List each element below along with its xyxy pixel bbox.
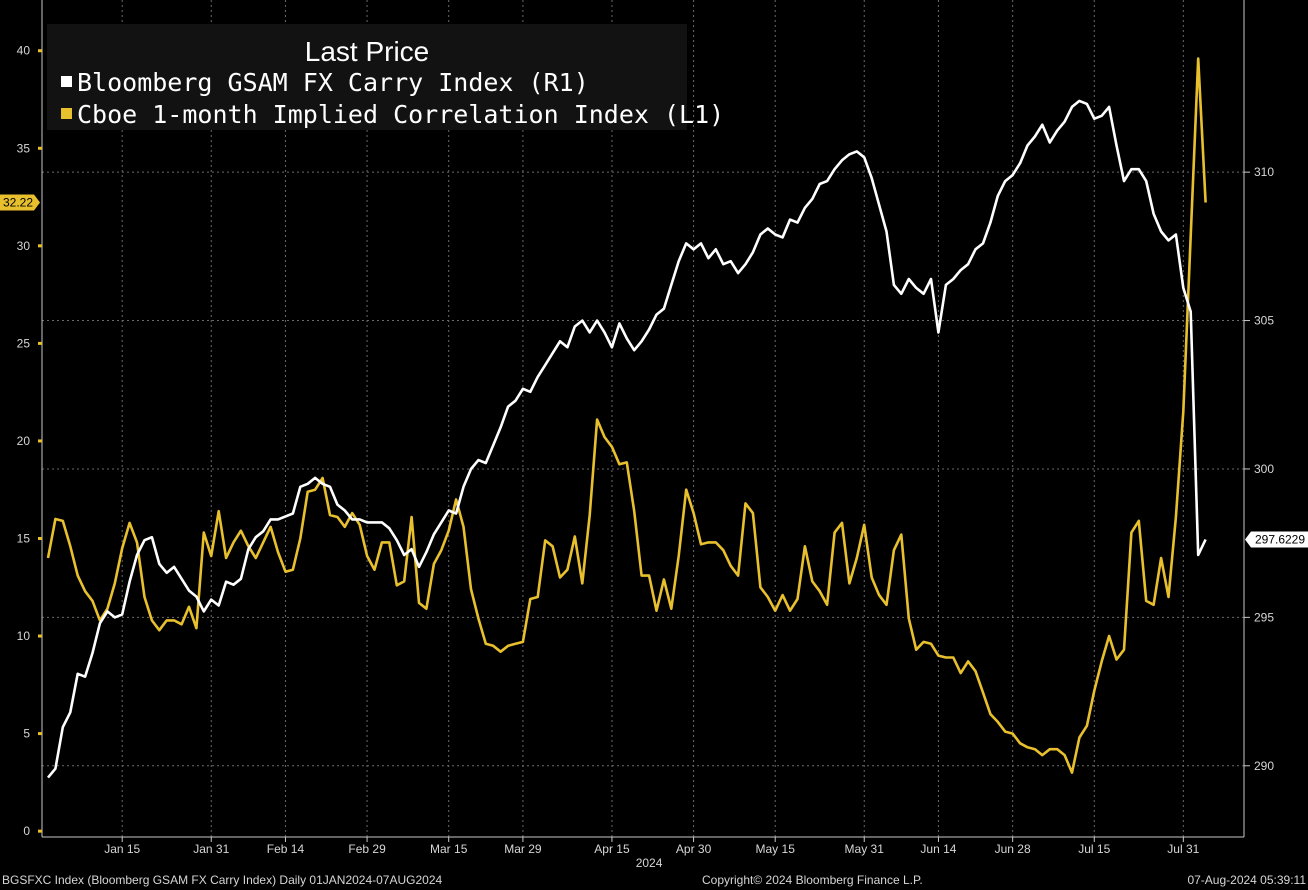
x-tick-label: Mar 29	[504, 842, 542, 856]
right-tick-label: 300	[1254, 462, 1274, 476]
series-layer	[46, 57, 1207, 779]
x-tick-label: Jan 15	[104, 842, 140, 856]
left-tick-label: 40	[17, 44, 31, 58]
left-tick-label: 0	[23, 824, 30, 838]
x-tick-label: Jan 31	[193, 842, 229, 856]
legend-swatch-gold	[61, 107, 72, 119]
x-tick-label: Jun 28	[995, 842, 1031, 856]
x-tick-label: Apr 30	[676, 842, 712, 856]
right-tick-label: 310	[1254, 165, 1274, 179]
right-value-tag-label: 297.6229	[1255, 533, 1305, 547]
left-tick-label: 15	[17, 531, 31, 545]
gridlines	[42, 0, 1244, 837]
x-tick-label: Jul 31	[1167, 842, 1199, 856]
x-tick-label: Feb 14	[267, 842, 305, 856]
x-tick-label: May 31	[845, 842, 885, 856]
left-value-tag	[0, 194, 40, 211]
left-tick-label: 20	[17, 434, 31, 448]
legend: Last Price Bloomberg GSAM FX Carry Index…	[47, 24, 724, 130]
left-value-tag-label: 32.22	[3, 196, 33, 210]
right-tick-label: 295	[1254, 610, 1274, 624]
left-tick-label: 25	[17, 336, 31, 350]
left-tick-label: 35	[17, 141, 31, 155]
x-year-label: 2024	[636, 856, 663, 870]
axes: Jan 15 Jan 31 Feb 14 Feb 29 Mar 15 Mar 29 Apr …	[17, 0, 1274, 870]
right-tick-label: 305	[1254, 314, 1274, 328]
right-value-tag	[1245, 531, 1308, 548]
left-tick-label: 5	[23, 727, 30, 741]
footer-timestamp: 07-Aug-2024 05:39:11	[1187, 873, 1306, 887]
footer-copyright: Copyright© 2024 Bloomberg Finance L.P.	[702, 873, 923, 887]
value-tags: 32.22 297.6229	[0, 194, 1308, 548]
implied-correlation-line	[46, 57, 1207, 774]
x-tick-label: Jul 15	[1078, 842, 1110, 856]
fx-carry-line	[47, 99, 1207, 779]
legend-swatch-white	[61, 75, 72, 87]
x-tick-label: May 15	[756, 842, 796, 856]
x-tick-label: Jun 14	[920, 842, 956, 856]
x-tick-label: Apr 15	[594, 842, 630, 856]
legend-title: Last Price	[304, 36, 430, 67]
right-tick-label: 290	[1254, 759, 1274, 773]
x-tick-label: Mar 15	[430, 842, 468, 856]
legend-label-fx-carry: Bloomberg GSAM FX Carry Index (R1)	[77, 68, 589, 97]
left-tick-label: 10	[17, 629, 31, 643]
x-tick-label: Feb 29	[348, 842, 386, 856]
footer-security-info: BGSFXC Index (Bloomberg GSAM FX Carry In…	[2, 873, 443, 887]
left-tick-label: 30	[17, 239, 31, 253]
legend-entry-fx-carry: Bloomberg GSAM FX Carry Index (R1)	[61, 68, 589, 97]
legend-entry-implied-correlation: Cboe 1-month Implied Correlation Index (…	[61, 100, 724, 129]
legend-label-implied-correlation: Cboe 1-month Implied Correlation Index (…	[77, 100, 725, 129]
